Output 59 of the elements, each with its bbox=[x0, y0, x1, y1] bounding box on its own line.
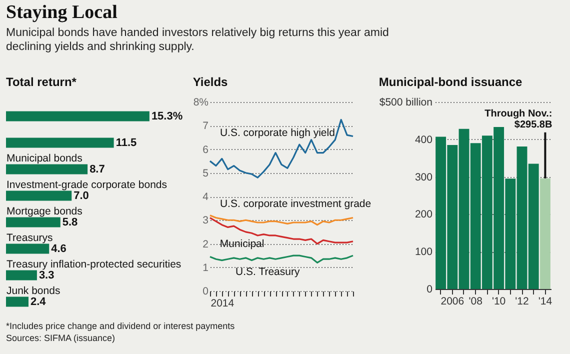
x-tick-label: '10 bbox=[492, 296, 506, 308]
annotation: Through Nov.: $295.8B bbox=[484, 108, 552, 130]
x-tick-label: 2014 bbox=[210, 298, 234, 310]
data-label: 7.0 bbox=[74, 190, 89, 202]
y-tick-label: 100 bbox=[414, 246, 433, 258]
y-tick-label: $500 billion bbox=[379, 96, 433, 108]
y-tick-label: 4 bbox=[202, 191, 209, 203]
data-label: 8.7 bbox=[90, 163, 105, 176]
y-tick-label: 400 bbox=[414, 134, 433, 146]
text: *Includes price change and dividend or interest payments bbox=[6, 320, 235, 332]
y-tick-label: 0 bbox=[202, 286, 209, 298]
data-label: 4.6 bbox=[51, 242, 66, 255]
line-series bbox=[209, 118, 354, 178]
data-label: 2.4 bbox=[30, 296, 47, 308]
text: Staying Local bbox=[6, 2, 118, 24]
series-label: U.S. corporate investment grade bbox=[220, 198, 372, 210]
bar bbox=[6, 190, 72, 201]
y-tick-label: 200 bbox=[414, 208, 433, 221]
bar bbox=[6, 111, 150, 122]
data-label: 3.3 bbox=[38, 269, 54, 282]
chart-title: Municipal-bond issuance bbox=[378, 75, 523, 89]
x-tick-label: '12 bbox=[515, 296, 529, 308]
y-tick-label: 8% bbox=[193, 96, 208, 108]
y-tick-label: 2 bbox=[202, 238, 209, 250]
y-tick-label: 6 bbox=[202, 144, 209, 156]
line-series bbox=[209, 254, 354, 264]
series-label: Municipal bbox=[220, 238, 264, 250]
y-tick-label: Investment-grade corporate bonds bbox=[6, 178, 168, 191]
bar bbox=[6, 217, 60, 228]
chart-title: Total return* bbox=[6, 75, 77, 89]
data-label: 11.5 bbox=[116, 136, 137, 149]
bar bbox=[540, 178, 550, 289]
text: Municipal bonds have handed investors relatively big returns this year amid declining yields and shrinking supply. bbox=[6, 26, 390, 54]
source-note: Sources: SIFMA (issuance) bbox=[6, 332, 116, 344]
data-label: 5.8 bbox=[62, 216, 78, 228]
y-tick-label: 300 bbox=[414, 171, 433, 184]
series-label: U.S. corporate high yield bbox=[220, 126, 336, 139]
y-tick-label: Junk bonds bbox=[6, 284, 60, 297]
y-tick-label: Mortgage bonds bbox=[6, 205, 82, 218]
x-tick-label: '14 bbox=[538, 296, 552, 308]
bar bbox=[6, 244, 50, 254]
bar bbox=[6, 164, 88, 174]
line-series bbox=[209, 214, 354, 226]
y-tick-label: Treasurys bbox=[6, 232, 53, 244]
y-tick-label: 0 bbox=[426, 284, 433, 296]
x-tick-label: 2006 bbox=[440, 296, 464, 308]
y-tick-label: Treasury inflation-protected securities bbox=[6, 258, 182, 270]
y-tick-label: Municipal bonds bbox=[6, 152, 82, 164]
bar bbox=[6, 270, 37, 280]
x-tick-label: '08 bbox=[468, 296, 483, 308]
chart-title: Yields bbox=[192, 75, 228, 89]
bar bbox=[6, 296, 28, 307]
y-tick-label: 5 bbox=[202, 167, 209, 180]
series-label: U.S. Treasury bbox=[236, 266, 300, 278]
y-tick-label: 3 bbox=[202, 214, 209, 227]
data-label: 15.3% bbox=[151, 110, 183, 122]
y-tick-label: 1 bbox=[202, 262, 209, 274]
y-tick-label: 7 bbox=[202, 120, 209, 132]
bar bbox=[6, 138, 114, 148]
